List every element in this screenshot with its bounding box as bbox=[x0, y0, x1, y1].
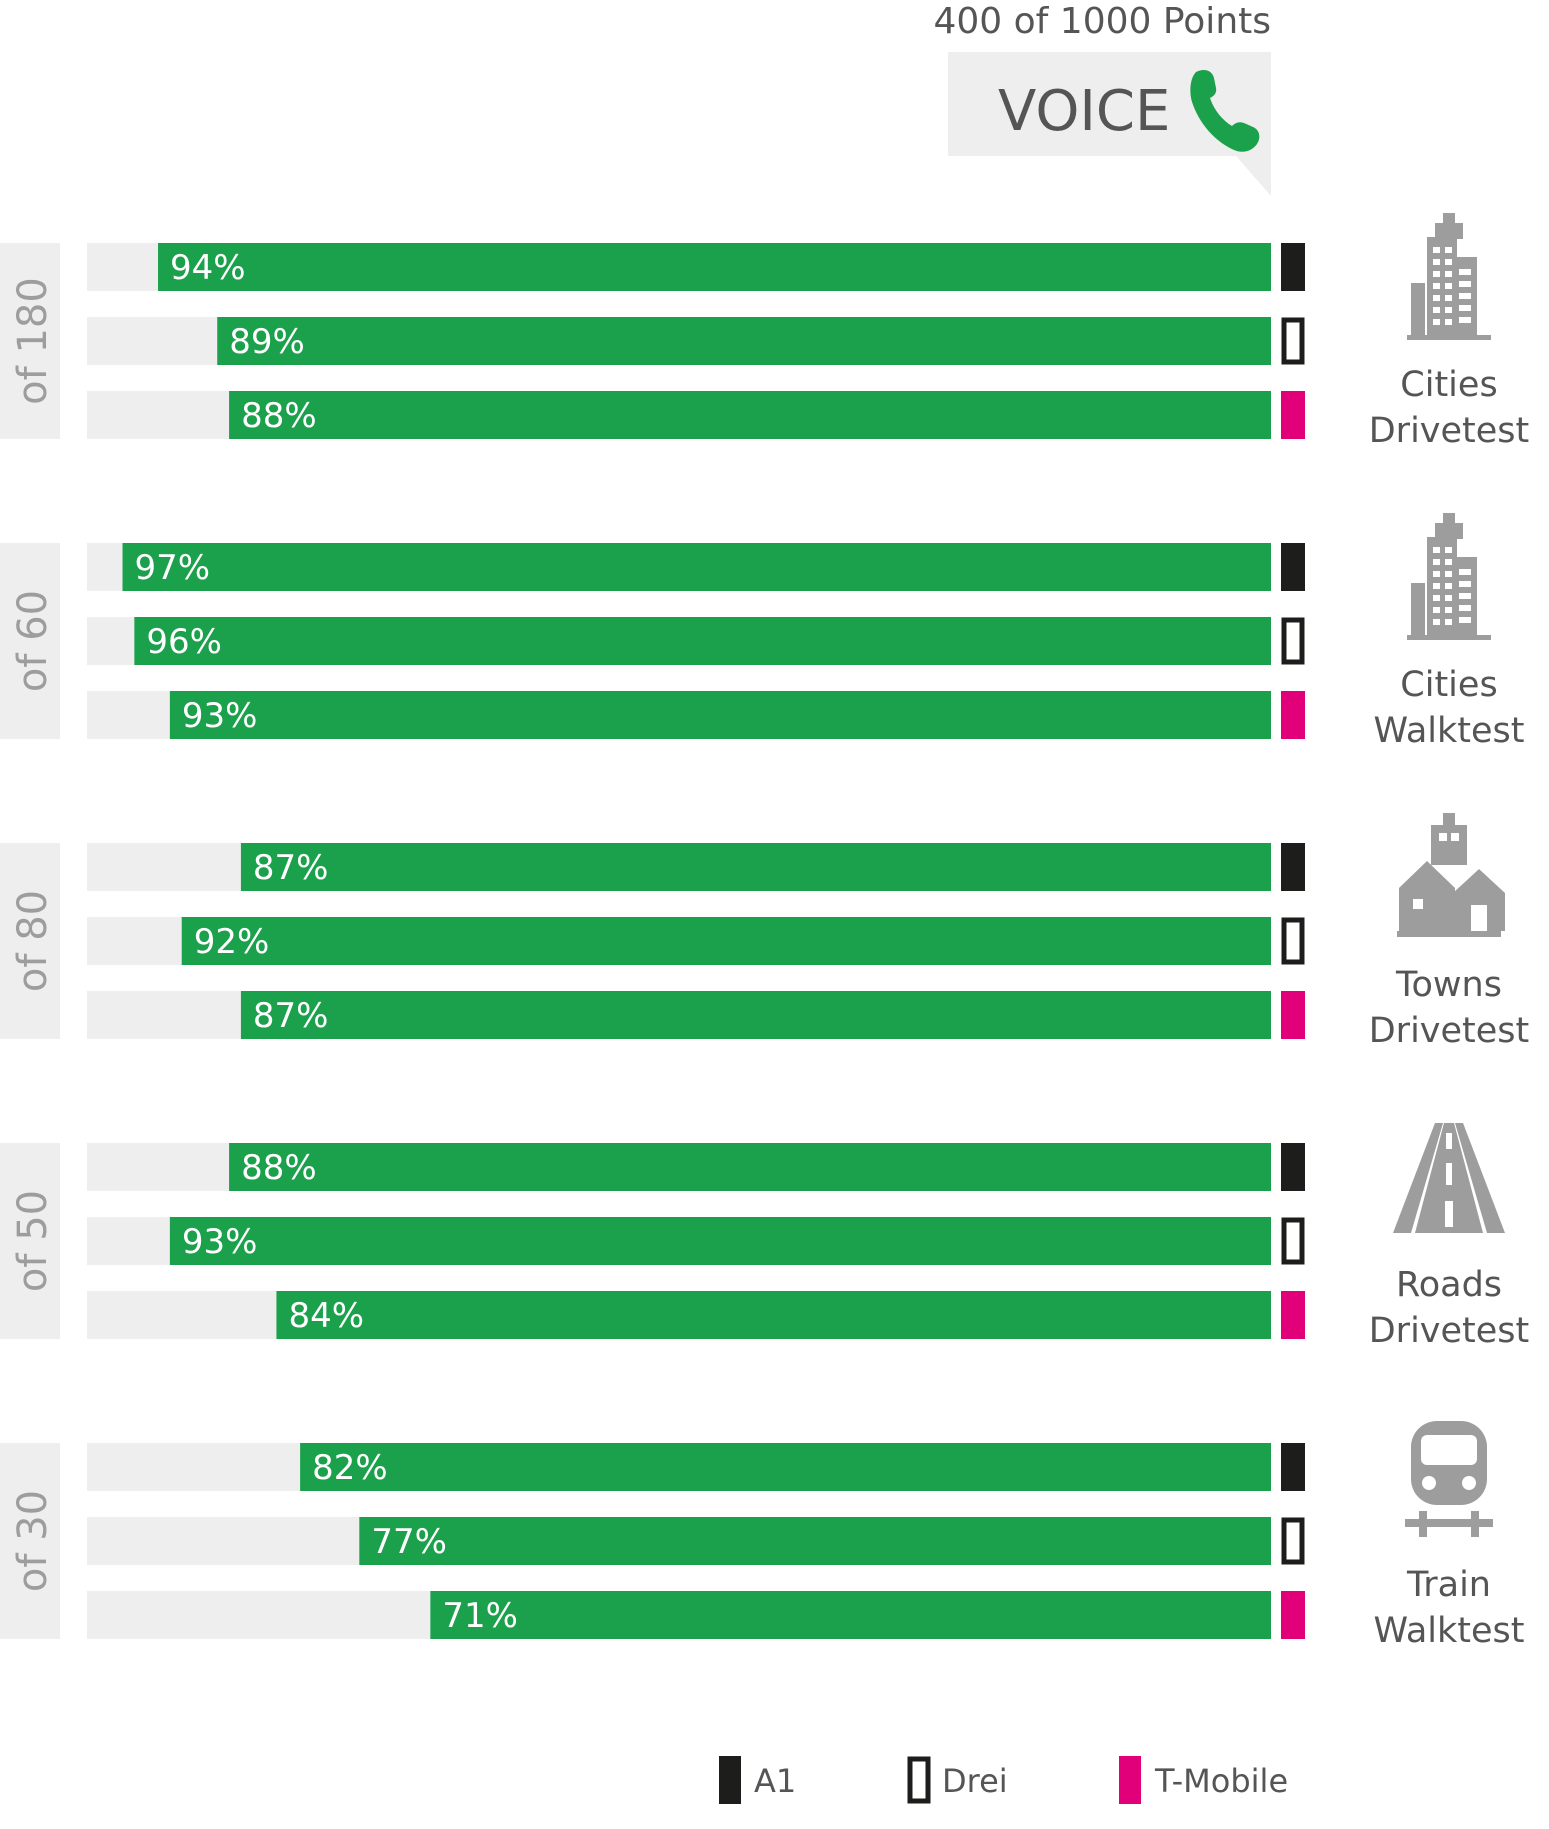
max-points-label: of 30 bbox=[10, 1490, 56, 1592]
operator-swatch-a1 bbox=[1281, 1443, 1305, 1491]
legend-label-a1: A1 bbox=[754, 1762, 796, 1800]
category-label-line: Walktest bbox=[1373, 1611, 1524, 1651]
operator-swatch-a1 bbox=[1281, 1143, 1305, 1191]
legend-swatch-a1 bbox=[719, 1756, 741, 1804]
operator-swatch-a1 bbox=[1281, 243, 1305, 291]
max-points-tab bbox=[0, 543, 60, 739]
voice-label: VOICE bbox=[998, 79, 1170, 144]
score-bar bbox=[229, 391, 1272, 439]
points-total-label: 400 of 1000 Points bbox=[934, 1, 1272, 42]
score-bar bbox=[240, 991, 1271, 1039]
bar-group: of 50 88% 93% 84% Roads Drivetest bbox=[0, 1123, 1529, 1351]
category-label-line: Cities bbox=[1400, 365, 1497, 405]
operator-swatch-drei bbox=[1281, 1217, 1305, 1265]
score-bar bbox=[169, 1217, 1271, 1265]
category-label-line: Train bbox=[1406, 1565, 1491, 1605]
score-bar bbox=[217, 317, 1272, 365]
score-bar-label: 88% bbox=[241, 1148, 317, 1188]
legend-swatch-tmobile bbox=[1119, 1756, 1141, 1804]
score-bar bbox=[276, 1291, 1271, 1339]
score-bar-label: 89% bbox=[229, 322, 305, 362]
score-bar bbox=[134, 617, 1272, 665]
max-points-tab bbox=[0, 243, 60, 439]
skyscraper-icon bbox=[1407, 513, 1491, 640]
callout-box bbox=[948, 52, 1271, 196]
operator-swatch-a1 bbox=[1281, 843, 1305, 891]
bar-group: of 180 94% 89% 88% Cities Drivetest bbox=[0, 213, 1529, 451]
score-bar-label: 96% bbox=[146, 622, 222, 662]
score-bar-label: 88% bbox=[241, 396, 317, 436]
legend-item-drei: Drei bbox=[907, 1756, 1008, 1804]
score-bar-label: 82% bbox=[312, 1448, 388, 1488]
max-points-label: of 180 bbox=[10, 277, 56, 405]
score-bar bbox=[300, 1443, 1271, 1491]
score-bar bbox=[229, 1143, 1272, 1191]
score-bar-label: 87% bbox=[253, 996, 329, 1036]
operator-swatch-tmobile bbox=[1281, 691, 1305, 739]
category-label-line: Roads bbox=[1396, 1265, 1502, 1305]
bar-group: of 80 87% 92% 87% Towns Drivetest bbox=[0, 813, 1529, 1051]
max-points-tab bbox=[0, 1443, 60, 1639]
road-icon bbox=[1393, 1123, 1505, 1233]
score-bar bbox=[169, 691, 1271, 739]
category-label-line: Drivetest bbox=[1369, 411, 1530, 451]
category-label-line: Cities bbox=[1400, 665, 1497, 705]
voice-category-callout: VOICE bbox=[948, 52, 1271, 196]
score-bar bbox=[430, 1591, 1271, 1639]
score-bar-label: 87% bbox=[253, 848, 329, 888]
max-points-tab bbox=[0, 1143, 60, 1339]
score-bar-label: 94% bbox=[170, 248, 246, 288]
category-label-line: Towns bbox=[1395, 965, 1502, 1005]
score-bar-label: 77% bbox=[371, 1522, 447, 1562]
bar-group: of 30 82% 77% 71% Train Walktest bbox=[0, 1421, 1525, 1651]
legend-swatch-drei bbox=[907, 1756, 931, 1804]
score-bar bbox=[181, 917, 1272, 965]
category-label-line: Walktest bbox=[1373, 711, 1524, 751]
legend-label-tmobile: T-Mobile bbox=[1154, 1762, 1288, 1800]
bar-groups: of 180 94% 89% 88% Cities Drivetest of 60 97% 96… bbox=[0, 213, 1529, 1651]
max-points-tab bbox=[0, 843, 60, 1039]
operator-swatch-tmobile bbox=[1281, 1591, 1305, 1639]
town-houses-icon bbox=[1397, 813, 1505, 937]
train-icon bbox=[1405, 1421, 1493, 1537]
operator-swatch-drei bbox=[1281, 317, 1305, 365]
operator-swatch-drei bbox=[1281, 917, 1305, 965]
bar-group: of 60 97% 96% 93% Cities Walktest bbox=[0, 513, 1525, 751]
score-bar-label: 93% bbox=[182, 1222, 258, 1262]
max-points-label: of 50 bbox=[10, 1190, 56, 1292]
max-points-label: of 60 bbox=[10, 590, 56, 692]
score-bar bbox=[359, 1517, 1271, 1565]
operator-swatch-tmobile bbox=[1281, 1291, 1305, 1339]
legend: A1 Drei T-Mobile bbox=[719, 1756, 1288, 1804]
operator-swatch-a1 bbox=[1281, 543, 1305, 591]
score-bar-label: 71% bbox=[442, 1596, 518, 1636]
category-label-line: Drivetest bbox=[1369, 1311, 1530, 1351]
operator-swatch-tmobile bbox=[1281, 391, 1305, 439]
score-bar-label: 93% bbox=[182, 696, 258, 736]
score-bar-label: 92% bbox=[194, 922, 270, 962]
operator-swatch-tmobile bbox=[1281, 991, 1305, 1039]
phone-icon bbox=[1190, 70, 1260, 152]
legend-item-a1: A1 bbox=[719, 1756, 796, 1804]
score-bar bbox=[240, 843, 1271, 891]
score-bar-label: 84% bbox=[288, 1296, 364, 1336]
legend-label-drei: Drei bbox=[942, 1762, 1008, 1800]
operator-swatch-drei bbox=[1281, 617, 1305, 665]
operator-swatch-drei bbox=[1281, 1517, 1305, 1565]
score-bar-label: 97% bbox=[135, 548, 211, 588]
max-points-label: of 80 bbox=[10, 890, 56, 992]
score-bar bbox=[122, 543, 1271, 591]
skyscraper-icon bbox=[1407, 213, 1491, 340]
score-bar bbox=[158, 243, 1271, 291]
category-label-line: Drivetest bbox=[1369, 1011, 1530, 1051]
legend-item-tmobile: T-Mobile bbox=[1119, 1756, 1288, 1804]
